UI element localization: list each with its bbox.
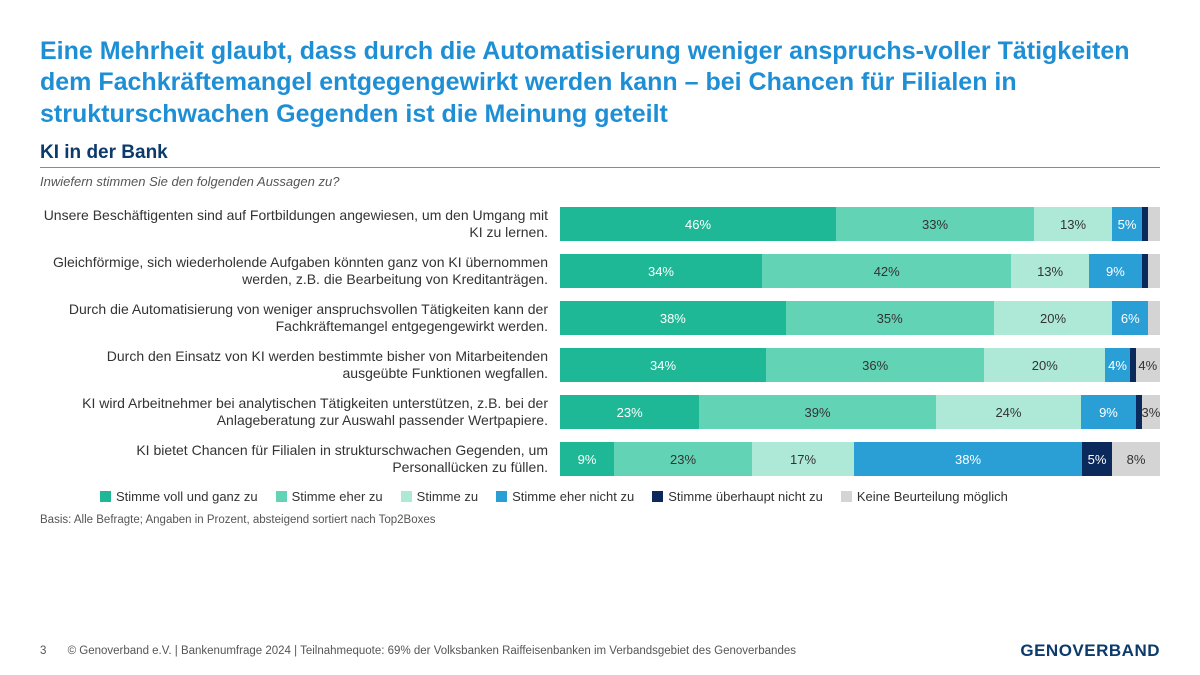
legend-item: Stimme zu xyxy=(401,489,478,504)
bar-segment: 9% xyxy=(560,442,614,476)
bar-segment: 3% xyxy=(1142,395,1160,429)
chart-row: Durch die Automatisierung von weniger an… xyxy=(40,301,1160,336)
bar-segment: 23% xyxy=(560,395,699,429)
legend-item: Stimme eher nicht zu xyxy=(496,489,634,504)
bar-segment: 13% xyxy=(1011,254,1088,288)
bar-segment: 20% xyxy=(984,348,1105,382)
bar-segment: 9% xyxy=(1081,395,1136,429)
legend-label: Stimme voll und ganz zu xyxy=(116,489,258,504)
legend-label: Stimme eher nicht zu xyxy=(512,489,634,504)
legend-item: Keine Beurteilung möglich xyxy=(841,489,1008,504)
row-label: Gleichförmige, sich wiederholende Aufgab… xyxy=(40,254,560,289)
stacked-bar: 23%39%24%9%3% xyxy=(560,395,1160,429)
legend-swatch xyxy=(100,491,111,502)
legend-label: Keine Beurteilung möglich xyxy=(857,489,1008,504)
bar-segment: 39% xyxy=(699,395,935,429)
bar-segment: 36% xyxy=(766,348,984,382)
bar-segment: 46% xyxy=(560,207,836,241)
stacked-bar: 38%35%20%6% xyxy=(560,301,1160,335)
bar-segment: 9% xyxy=(1089,254,1142,288)
row-label: Durch die Automatisierung von weniger an… xyxy=(40,301,560,336)
legend-item: Stimme voll und ganz zu xyxy=(100,489,258,504)
stacked-bar: 34%36%20%4%4% xyxy=(560,348,1160,382)
survey-question: Inwiefern stimmen Sie den folgenden Auss… xyxy=(40,174,1160,189)
chart-legend: Stimme voll und ganz zu Stimme eher zu Sti… xyxy=(40,489,1160,504)
legend-swatch xyxy=(841,491,852,502)
bar-segment: 35% xyxy=(786,301,994,335)
chart-row: Gleichförmige, sich wiederholende Aufgab… xyxy=(40,254,1160,289)
legend-swatch xyxy=(401,491,412,502)
chart-row: KI wird Arbeitnehmer bei analytischen Tä… xyxy=(40,395,1160,430)
bar-segment: 8% xyxy=(1112,442,1160,476)
legend-label: Stimme überhaupt nicht zu xyxy=(668,489,823,504)
bar-segment: 38% xyxy=(854,442,1082,476)
chart-row: Durch den Einsatz von KI werden bestimmt… xyxy=(40,348,1160,383)
slide-footer: 3 © Genoverband e.V. | Bankenumfrage 202… xyxy=(40,641,1160,661)
bar-segment: 6% xyxy=(1112,301,1148,335)
legend-swatch xyxy=(496,491,507,502)
bar-segment: 38% xyxy=(560,301,786,335)
bar-segment: 5% xyxy=(1112,207,1142,241)
page-number: 3 xyxy=(40,645,46,657)
bar-segment xyxy=(1148,301,1160,335)
slide-subtitle: KI in der Bank xyxy=(40,142,1160,168)
legend-item: Stimme überhaupt nicht zu xyxy=(652,489,823,504)
legend-item: Stimme eher zu xyxy=(276,489,383,504)
bar-segment xyxy=(1148,207,1160,241)
legend-label: Stimme zu xyxy=(417,489,478,504)
row-label: KI bietet Chancen für Filialen in strukt… xyxy=(40,442,560,477)
bar-segment: 5% xyxy=(1082,442,1112,476)
row-label: Unsere Beschäftigenten sind auf Fortbild… xyxy=(40,207,560,242)
chart-row: Unsere Beschäftigenten sind auf Fortbild… xyxy=(40,207,1160,242)
bar-segment: 42% xyxy=(762,254,1012,288)
chart-row: KI bietet Chancen für Filialen in strukt… xyxy=(40,442,1160,477)
bar-segment: 13% xyxy=(1034,207,1112,241)
bar-segment: 4% xyxy=(1105,348,1129,382)
footer-text: © Genoverband e.V. | Bankenumfrage 2024 … xyxy=(68,645,796,657)
legend-swatch xyxy=(652,491,663,502)
stacked-bar-chart: Unsere Beschäftigenten sind auf Fortbild… xyxy=(40,207,1160,477)
stacked-bar: 34%42%13%9% xyxy=(560,254,1160,288)
bar-segment: 4% xyxy=(1136,348,1160,382)
row-label: Durch den Einsatz von KI werden bestimmt… xyxy=(40,348,560,383)
bar-segment: 20% xyxy=(994,301,1113,335)
stacked-bar: 9%23%17%38%5%8% xyxy=(560,442,1160,476)
bar-segment: 33% xyxy=(836,207,1034,241)
bar-segment: 24% xyxy=(936,395,1081,429)
bar-segment: 17% xyxy=(752,442,854,476)
bar-segment: 23% xyxy=(614,442,752,476)
basis-note: Basis: Alle Befragte; Angaben in Prozent… xyxy=(40,514,1160,526)
row-label: KI wird Arbeitnehmer bei analytischen Tä… xyxy=(40,395,560,430)
bar-segment: 34% xyxy=(560,254,762,288)
legend-swatch xyxy=(276,491,287,502)
brand-logo: GENOVERBAND xyxy=(1020,641,1160,661)
bar-segment: 34% xyxy=(560,348,766,382)
slide-title: Eine Mehrheit glaubt, dass durch die Aut… xyxy=(40,36,1160,130)
bar-segment xyxy=(1148,254,1160,288)
stacked-bar: 46%33%13%5% xyxy=(560,207,1160,241)
legend-label: Stimme eher zu xyxy=(292,489,383,504)
